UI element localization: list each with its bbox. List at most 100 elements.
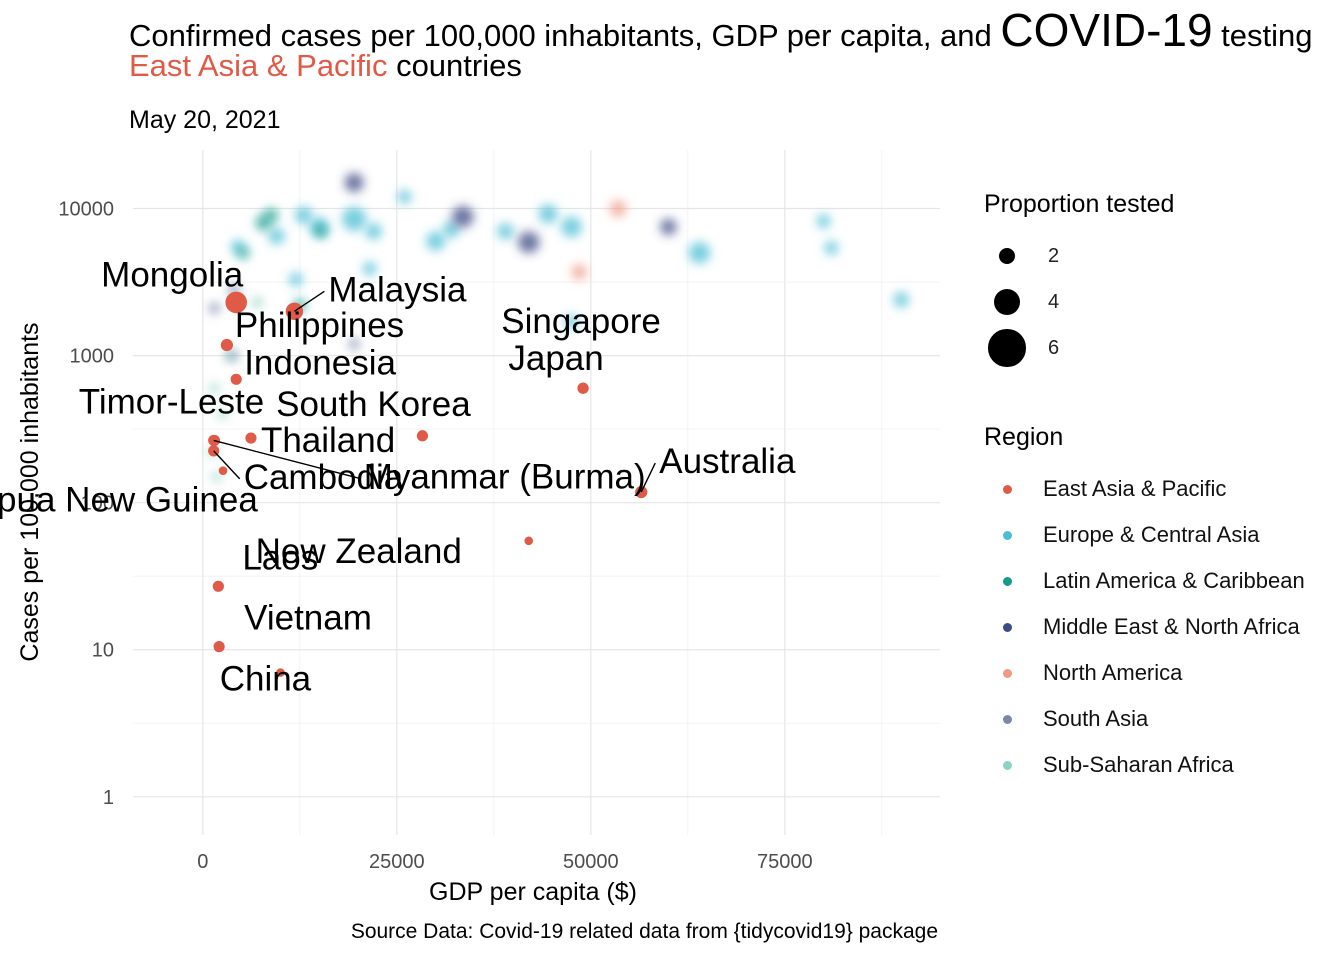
legend-region-label: East Asia & Pacific [1043,476,1227,501]
legend-size-title: Proportion tested [984,190,1175,218]
scatter-chart: 0 25000 50000 75000 1 10 100 1000 10000 GDP per c… [0,150,940,906]
label-vietnam: Vietnam [244,599,372,638]
background-point [362,261,377,276]
point-indonesia [230,373,242,385]
legend-regions: East Asia & Pacific Europe & Central Asia… [984,466,1305,788]
legend-size-symbol [984,247,1030,265]
label-papua-new-guinea: Papua New Guinea [0,481,258,520]
point-papua-new-guinea [218,466,228,475]
label-mongolia: Mongolia [101,255,244,294]
background-point [538,204,558,224]
background-point [397,189,412,204]
legend-region-swatch [984,668,1030,678]
background-point [342,206,367,232]
legend-size-item: 6 [984,325,1305,371]
point-japan [577,382,589,394]
leader-line-myanmar-burma- [213,439,360,480]
background-point [344,173,364,193]
background-point [348,338,360,350]
background-point [237,246,250,259]
legend-region-swatch [984,760,1030,770]
legend-region-item: North America [984,650,1305,696]
title-part-b: testing [1212,18,1313,53]
legend-region-label: South Asia [1043,706,1149,731]
point-myanmar-burma- [208,434,220,447]
legend-region-swatch [984,576,1030,586]
background-point [209,383,220,394]
label-myanmar-burma-: Myanmar (Burma) [364,457,646,496]
y-axis-label: Cases per 100,000 inhabitants [16,322,44,661]
background-point [251,296,263,308]
legend-region-label: Middle East & North Africa [1043,614,1300,639]
background-point [217,409,228,420]
label-philippines: Philippines [235,306,404,345]
legend-size-item: 2 [984,233,1305,279]
label-timor-leste: Timor-Leste [79,382,264,421]
leader-line-australia [640,462,656,493]
background-point [426,231,446,251]
background-point [660,218,677,236]
label-japan: Japan [508,339,603,378]
background-point [688,241,711,264]
background-point [289,272,303,287]
legend-region-swatch [984,530,1030,540]
background-point [561,216,582,238]
x-tick-label: 0 [197,851,208,873]
label-laos: Laos [242,538,318,577]
legend-region-item: East Asia & Pacific [984,466,1305,512]
title-covid: COVID-19 [1000,12,1213,56]
point-laos [212,580,224,592]
background-point [517,231,540,254]
legend-region-item: Latin America & Caribbean [984,558,1305,604]
background-point [571,264,587,280]
background-point [365,223,382,240]
point-mongolia [225,291,248,314]
legend-size-label: 2 [1048,244,1060,267]
point-south-korea [416,430,429,442]
label-singapore: Singapore [501,302,661,341]
legend-region-swatch [984,622,1030,632]
label-malaysia: Malaysia [328,270,467,309]
background-point [451,205,474,228]
label-indonesia: Indonesia [244,343,396,382]
legend-sizes: 2 4 6 [984,233,1305,371]
label-cambodia: Cambodia [244,458,404,497]
background-point [564,314,579,329]
background-point [294,206,313,224]
point-philippines [220,338,234,352]
legend-region-label: Sub-Saharan Africa [1043,752,1234,777]
title-region-accent: East Asia & Pacific [129,48,388,83]
title-line-2: East Asia & Pacific countries [129,48,1344,84]
legend-size-label: 6 [1048,336,1060,359]
label-new-zealand: New Zealand [256,532,462,571]
background-point [211,471,222,482]
y-tick-label: 10 [92,640,114,662]
axes: 0 25000 50000 75000 1 10 100 1000 10000 GDP per c… [16,199,813,906]
chart-title: Confirmed cases per 100,000 inhabitants,… [129,12,1344,84]
legend-region-item: Middle East & North Africa [984,604,1305,650]
title-line-1: Confirmed cases per 100,000 inhabitants,… [129,12,1344,54]
legend-region-swatch [984,714,1030,724]
y-tick-label: 100 [81,493,114,515]
y-tick-label: 1000 [70,346,115,368]
source-caption: Source Data: Covid-19 related data from … [350,920,938,943]
background-point [224,350,236,361]
label-south-korea: South Korea [276,385,471,424]
label-thailand: Thailand [261,421,395,460]
legend-size-item: 4 [984,279,1305,325]
x-axis-label: GDP per capita ($) [429,878,637,906]
x-tick-label: 50000 [563,851,619,873]
legend-region-label: Latin America & Caribbean [1043,568,1305,593]
leader-line-cambodia [213,450,241,480]
legend-region-swatch [984,484,1030,494]
point-china [276,668,285,677]
chart-subtitle: May 20, 2021 [129,106,281,134]
legend-region-title: Region [984,423,1064,451]
background-point [268,227,285,245]
grid [133,150,940,835]
background-point [816,214,831,229]
background-point [497,223,514,240]
point-thailand [245,432,257,444]
point-vietnam [213,641,225,653]
leader-line-malaysia [294,290,325,312]
